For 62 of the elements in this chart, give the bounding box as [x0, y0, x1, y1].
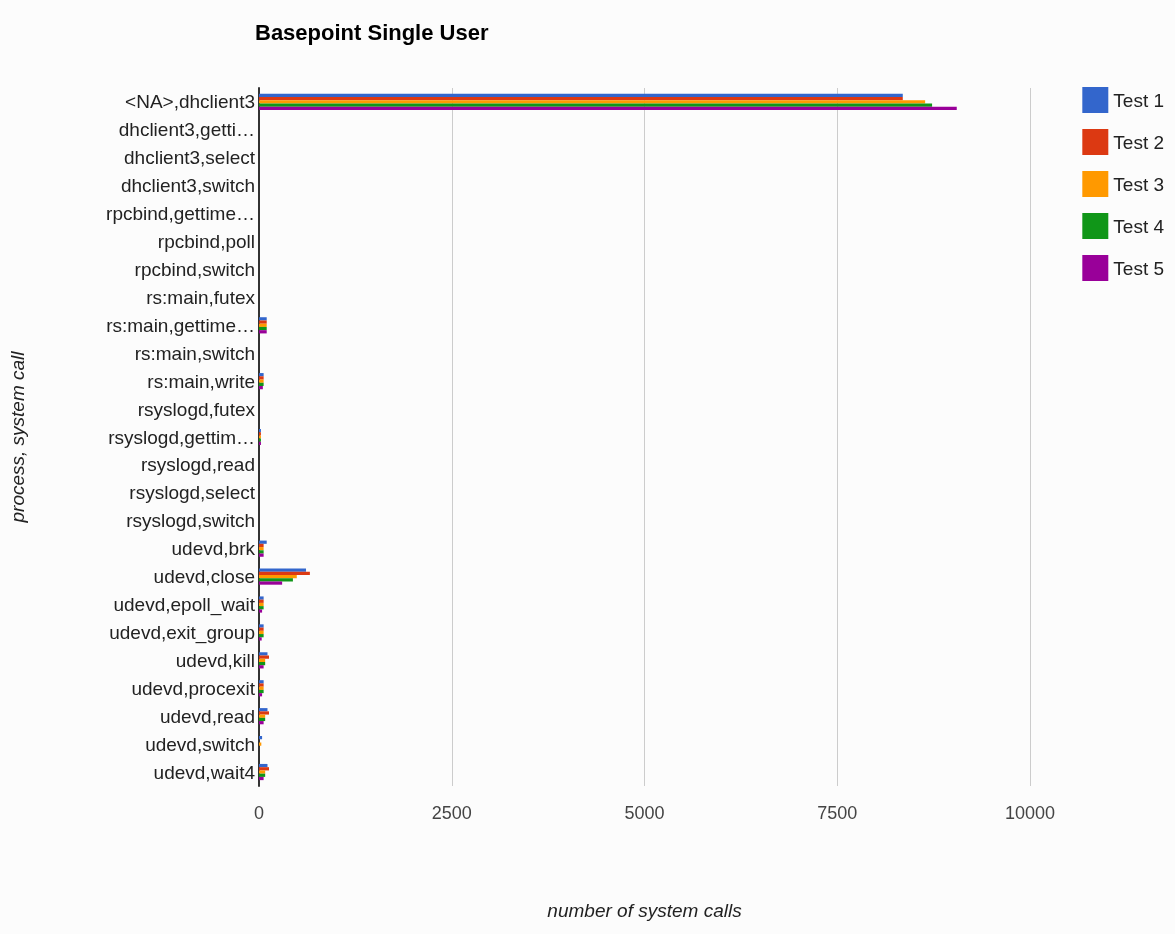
- y-tick-label: udevd,brk: [171, 538, 256, 560]
- y-tick-label: rsyslogd,read: [140, 454, 255, 476]
- y-tick-label: rs:main,futex: [146, 286, 256, 308]
- y-tick-label: rsyslogd,select: [129, 482, 256, 504]
- y-tick-label: rs:main,switch: [134, 342, 255, 364]
- y-tick-label: udevd,switch: [145, 733, 255, 755]
- legend-label: Test 4: [1113, 215, 1165, 237]
- x-tick-label: 5000: [624, 803, 665, 823]
- legend-label: Test 1: [1113, 89, 1165, 111]
- bar: [259, 574, 297, 579]
- y-tick-label: dhclient3,getti…: [118, 119, 255, 141]
- bar: [259, 602, 264, 607]
- bar: [259, 93, 903, 98]
- y-tick-label: udevd,kill: [175, 649, 255, 671]
- x-tick-label: 0: [253, 803, 265, 823]
- bar: [259, 693, 263, 697]
- bar: [259, 581, 283, 585]
- bar: [259, 106, 957, 111]
- bar: [259, 689, 264, 694]
- bar: [259, 100, 926, 104]
- bar: [259, 736, 263, 740]
- bar: [259, 326, 267, 331]
- y-tick-label: rsyslogd,switch: [126, 510, 255, 532]
- y-axis-title: process, system call: [7, 350, 28, 524]
- x-tick-label: 7500: [817, 803, 858, 823]
- y-tick-label: dhclient3,switch: [120, 175, 255, 197]
- bar: [259, 630, 264, 635]
- y-tick-label: udevd,wait4: [153, 761, 256, 783]
- x-tick-label: 2500: [431, 803, 472, 823]
- bar: [259, 767, 270, 771]
- y-tick-label: rs:main,write: [147, 370, 255, 392]
- y-tick-label: rsyslogd,futex: [137, 398, 256, 420]
- y-tick-label: udevd,close: [153, 566, 255, 588]
- bar: [259, 97, 903, 101]
- y-tick-label: rpcbind,poll: [157, 231, 255, 253]
- y-tick-label: udevd,procexit: [131, 677, 256, 699]
- bar: [259, 382, 264, 387]
- bar: [259, 330, 267, 334]
- y-tick-label: <NA>,dhclient3: [125, 91, 255, 113]
- legend-label: Test 2: [1113, 131, 1165, 153]
- y-tick-label: udevd,exit_group: [109, 621, 255, 644]
- y-tick-label: rs:main,gettime…: [106, 314, 255, 336]
- y-tick-label: rpcbind,gettime…: [106, 203, 255, 225]
- bar: [259, 717, 266, 722]
- bar: [259, 103, 933, 107]
- legend-label: Test 3: [1113, 173, 1165, 195]
- y-tick-label: udevd,epoll_wait: [113, 594, 256, 617]
- bar: [259, 721, 264, 725]
- y-tick-label: rsyslogd,gettim…: [108, 426, 255, 448]
- legend-label: Test 5: [1113, 257, 1165, 279]
- y-tick-label: rpcbind,switch: [134, 258, 255, 280]
- x-axis-title: number of system calls: [547, 900, 743, 921]
- bar: [259, 386, 263, 390]
- bar: [259, 543, 264, 548]
- y-tick-label: dhclient3,select: [124, 147, 256, 169]
- bar: [259, 776, 264, 781]
- bar: [259, 578, 293, 582]
- y-tick-label: udevd,read: [159, 705, 255, 727]
- bar: [259, 661, 266, 666]
- x-tick-label: 10000: [1004, 803, 1056, 823]
- chart-title: Basepoint Single User: [255, 19, 489, 45]
- bar: [259, 540, 267, 544]
